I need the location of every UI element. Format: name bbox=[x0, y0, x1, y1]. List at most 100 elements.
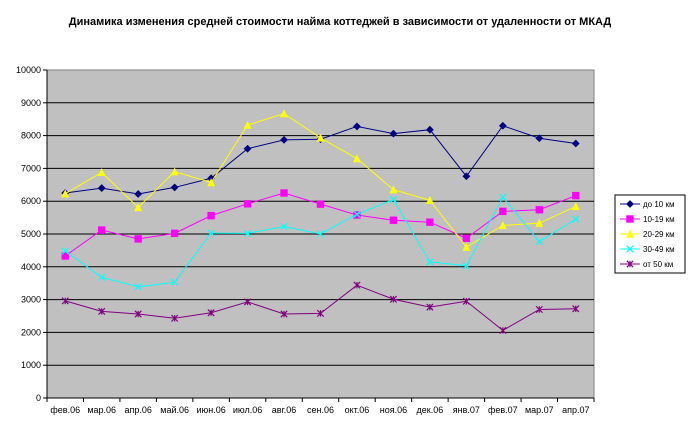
data-point bbox=[243, 144, 252, 153]
legend-marker bbox=[626, 260, 634, 268]
x-tick-label: июл.06 bbox=[233, 405, 262, 415]
data-point bbox=[426, 303, 434, 311]
data-point bbox=[170, 229, 179, 238]
legend-label: 30-49 км bbox=[643, 245, 675, 254]
x-tick-label: апр.06 bbox=[124, 405, 151, 415]
x-tick-label: окт.06 bbox=[345, 405, 370, 415]
data-point bbox=[207, 178, 216, 187]
data-point bbox=[280, 135, 288, 144]
y-tick-label: 8000 bbox=[21, 131, 41, 141]
legend-marker bbox=[626, 200, 634, 208]
x-tick-label: май.06 bbox=[160, 405, 189, 415]
data-point bbox=[535, 206, 543, 214]
data-point bbox=[280, 189, 288, 197]
legend-label: 20-29 км bbox=[643, 230, 675, 239]
data-point bbox=[353, 210, 361, 218]
data-point bbox=[207, 309, 215, 317]
y-tick-label: 2000 bbox=[21, 327, 41, 337]
data-point bbox=[462, 234, 471, 242]
data-point bbox=[353, 122, 361, 131]
data-point bbox=[280, 310, 288, 318]
data-point bbox=[243, 120, 252, 129]
data-point bbox=[316, 133, 325, 142]
y-tick-label: 9000 bbox=[21, 98, 41, 108]
y-tick-label: 7000 bbox=[21, 163, 41, 173]
data-point bbox=[316, 309, 325, 318]
data-point bbox=[61, 297, 69, 305]
data-point bbox=[498, 121, 507, 130]
data-point bbox=[572, 305, 580, 313]
series-4 bbox=[61, 193, 580, 291]
chart-title: Динамика изменения средней стоимости най… bbox=[68, 16, 612, 28]
x-tick-label: мар.06 bbox=[87, 405, 116, 415]
data-point bbox=[97, 184, 106, 192]
y-tick-label: 10000 bbox=[16, 65, 41, 75]
x-tick-label: янв.07 bbox=[453, 405, 480, 415]
data-point bbox=[61, 189, 70, 198]
y-tick-label: 5000 bbox=[21, 229, 41, 239]
data-point bbox=[499, 207, 507, 216]
data-point bbox=[134, 203, 143, 212]
data-point bbox=[426, 258, 434, 266]
data-point bbox=[207, 211, 215, 220]
data-point bbox=[425, 125, 434, 134]
data-point bbox=[280, 109, 289, 118]
y-tick-label: 0 bbox=[36, 393, 41, 403]
x-tick-label: дек.06 bbox=[417, 405, 444, 415]
y-axis: 0 1000 2000 3000 4000 5000 6000 7000 8000 9000 100… bbox=[16, 65, 48, 403]
data-point bbox=[243, 200, 252, 208]
data-point bbox=[134, 235, 142, 243]
x-tick-label: авг.06 bbox=[272, 405, 296, 415]
data-point bbox=[535, 305, 543, 314]
data-point bbox=[171, 314, 179, 322]
data-point bbox=[535, 134, 544, 143]
data-point bbox=[462, 297, 470, 305]
x-axis: фев.06 мар.06 апр.06 май.06 июн.06 июл.06 авг.… bbox=[46, 397, 595, 415]
data-point bbox=[571, 202, 580, 211]
data-point bbox=[499, 326, 507, 335]
data-point bbox=[352, 154, 361, 163]
x-tick-label: ноя.06 bbox=[380, 405, 407, 415]
data-point bbox=[389, 295, 398, 303]
data-point bbox=[389, 195, 398, 204]
legend-marker bbox=[626, 245, 634, 253]
series-group bbox=[61, 109, 580, 335]
data-point bbox=[61, 247, 69, 255]
data-point bbox=[98, 307, 106, 316]
data-point bbox=[389, 216, 398, 224]
data-point bbox=[243, 229, 252, 237]
series-3 bbox=[61, 109, 580, 251]
data-point bbox=[98, 273, 106, 281]
data-point bbox=[499, 193, 507, 201]
y-tick-label: 1000 bbox=[21, 360, 41, 370]
data-point bbox=[316, 200, 325, 208]
data-point bbox=[207, 229, 215, 237]
x-tick-label: мар.07 bbox=[525, 405, 554, 415]
data-point bbox=[243, 298, 252, 306]
data-point bbox=[462, 262, 470, 270]
data-point bbox=[134, 190, 143, 198]
legend-label: до 10 км bbox=[643, 200, 674, 209]
data-point bbox=[61, 252, 69, 260]
data-point bbox=[462, 172, 471, 181]
data-point bbox=[134, 283, 142, 291]
x-tick-label: фев.07 bbox=[488, 405, 518, 415]
data-point bbox=[171, 278, 179, 286]
data-point bbox=[498, 221, 507, 230]
legend-marker bbox=[625, 229, 635, 238]
data-point bbox=[170, 183, 179, 192]
data-point bbox=[571, 139, 580, 148]
legend-label: от 50 км bbox=[643, 260, 673, 269]
x-tick-label: апр.07 bbox=[562, 405, 589, 415]
data-point bbox=[535, 237, 543, 246]
data-point bbox=[426, 218, 434, 226]
data-point bbox=[389, 129, 398, 138]
legend-marker bbox=[626, 215, 634, 223]
y-tick-label: 6000 bbox=[21, 196, 41, 206]
x-tick-label: июн.06 bbox=[196, 405, 225, 415]
legend: до 10 км 10-19 км 20-29 км 30-49 км от 50 км bbox=[614, 194, 686, 274]
series-5 bbox=[61, 281, 580, 335]
legend-label: 10-19 км bbox=[643, 215, 675, 224]
